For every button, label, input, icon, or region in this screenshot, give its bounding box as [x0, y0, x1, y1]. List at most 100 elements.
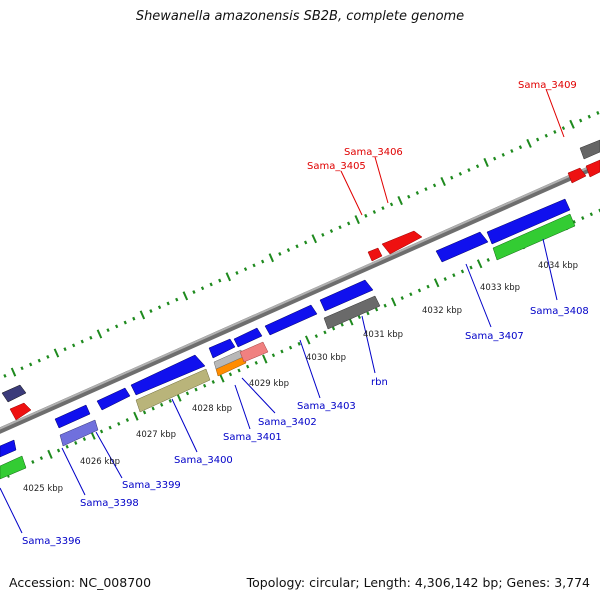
- gene-grey-edge-block[interactable]: [579, 139, 600, 160]
- minor-tick: [329, 229, 334, 233]
- minor-tick: [510, 149, 514, 153]
- minor-tick: [218, 278, 222, 283]
- gene-label-sama-3399[interactable]: Sama_3399: [122, 480, 181, 491]
- minor-tick: [432, 183, 437, 188]
- gene-sama-3407b-block[interactable]: [486, 198, 571, 245]
- minor-tick: [252, 263, 256, 268]
- minor-tick: [260, 259, 265, 264]
- leader-lines: [0, 88, 565, 534]
- minor-tick: [383, 303, 387, 308]
- minor-tick: [475, 164, 480, 169]
- gene-label-sama-3398[interactable]: Sama_3398: [80, 498, 139, 509]
- major-tick: [10, 367, 17, 377]
- gene-label-sama-3402[interactable]: Sama_3402: [258, 417, 317, 428]
- minor-tick: [596, 110, 600, 115]
- minor-tick: [108, 425, 112, 430]
- minor-tick: [553, 130, 557, 134]
- gene-sama-3408-block[interactable]: [492, 213, 576, 261]
- scale-label: 4034 kbp: [538, 261, 578, 271]
- minor-tick: [518, 145, 523, 150]
- gene-sama-3402-block[interactable]: [233, 327, 263, 348]
- minor-tick: [209, 282, 213, 287]
- minor-tick: [56, 448, 61, 453]
- gene-rbn-grey-block[interactable]: [323, 295, 381, 330]
- gene-sama-3396-block[interactable]: [0, 439, 17, 458]
- gene-label-sama-3406[interactable]: Sama_3406: [344, 147, 403, 158]
- minor-tick: [469, 265, 473, 270]
- gene-label-rbn[interactable]: rbn: [371, 377, 388, 388]
- gene-sama-3399-block[interactable]: [96, 387, 131, 411]
- gene-sama-3406-block[interactable]: [381, 230, 423, 255]
- gene-left-red-block[interactable]: [9, 402, 32, 421]
- minor-tick: [589, 212, 594, 217]
- minor-tick: [20, 366, 24, 371]
- minor-tick: [166, 301, 170, 306]
- minor-tick: [486, 258, 490, 262]
- minor-tick: [168, 399, 172, 403]
- leader-sama-3406: [374, 156, 389, 204]
- gene-sama-3402-pink-block[interactable]: [239, 341, 269, 363]
- minor-tick: [578, 118, 583, 123]
- minor-tick: [106, 328, 110, 333]
- minor-tick: [65, 444, 69, 449]
- minor-tick: [39, 456, 44, 461]
- minor-tick: [46, 354, 50, 359]
- minor-tick: [286, 248, 291, 253]
- minor-tick: [424, 187, 428, 192]
- major-tick: [47, 449, 53, 459]
- gene-sama-3398-lilac-block[interactable]: [59, 419, 99, 447]
- leader-sama-3407: [465, 263, 492, 328]
- gene-sama-3403-block[interactable]: [264, 304, 318, 336]
- gene-sama-3409-block[interactable]: [567, 167, 587, 184]
- gene-label-sama-3407[interactable]: Sama_3407: [465, 331, 524, 342]
- gene-label-sama-3396[interactable]: Sama_3396: [22, 536, 81, 547]
- gene-sama-3398-block[interactable]: [54, 404, 91, 429]
- minor-tick: [340, 322, 344, 327]
- minor-tick: [123, 320, 127, 325]
- gene-sama-3409b-block[interactable]: [585, 159, 600, 178]
- genome-backbone-highlight: [0, 161, 600, 430]
- major-tick: [397, 195, 403, 206]
- gene-label-sama-3401[interactable]: Sama_3401: [223, 432, 282, 443]
- gene-label-sama-3403[interactable]: Sama_3403: [297, 401, 356, 412]
- minor-tick: [151, 406, 155, 411]
- minor-tick: [237, 368, 241, 373]
- minor-tick: [417, 288, 422, 293]
- minor-tick: [31, 460, 35, 464]
- minor-tick: [200, 286, 205, 291]
- gene-sama-3405-block[interactable]: [367, 247, 383, 262]
- gene-sama-3407-block[interactable]: [435, 231, 489, 263]
- gene-sama-3400-olive-block[interactable]: [135, 368, 211, 413]
- major-tick: [390, 297, 397, 307]
- gene-label-sama-3405[interactable]: Sama_3405: [307, 161, 366, 172]
- gene-rbn-block[interactable]: [319, 279, 374, 312]
- scale-label: 4027 kbp: [136, 430, 176, 440]
- minor-tick: [228, 372, 233, 377]
- gene-label-sama-3400[interactable]: Sama_3400: [174, 455, 233, 466]
- gene-sama-3400-block[interactable]: [130, 354, 206, 396]
- minor-tick: [467, 168, 471, 172]
- minor-tick: [280, 349, 284, 354]
- minor-tick: [346, 221, 351, 226]
- minor-tick: [381, 206, 385, 211]
- minor-tick: [366, 311, 370, 316]
- scale-label: 4031 kbp: [363, 330, 403, 340]
- gene-label-sama-3408[interactable]: Sama_3408: [530, 306, 589, 317]
- forward-strand-genes: [1, 139, 600, 421]
- major-tick: [268, 253, 275, 263]
- major-tick: [433, 278, 440, 288]
- gene-sama-3396-green-block[interactable]: [0, 455, 27, 480]
- minor-tick: [80, 339, 84, 344]
- minor-tick: [458, 171, 463, 176]
- gene-left-navy-block[interactable]: [1, 384, 27, 403]
- major-tick: [219, 373, 225, 383]
- minor-tick: [581, 216, 585, 220]
- minor-tick: [288, 345, 293, 350]
- minor-tick: [99, 429, 104, 434]
- gene-sama-3401-block[interactable]: [208, 338, 236, 359]
- minor-tick: [338, 225, 342, 230]
- gene-label-sama-3409[interactable]: Sama_3409: [518, 80, 577, 91]
- minor-tick: [323, 330, 327, 335]
- minor-tick: [157, 305, 162, 310]
- scale-label: 4028 kbp: [192, 404, 232, 414]
